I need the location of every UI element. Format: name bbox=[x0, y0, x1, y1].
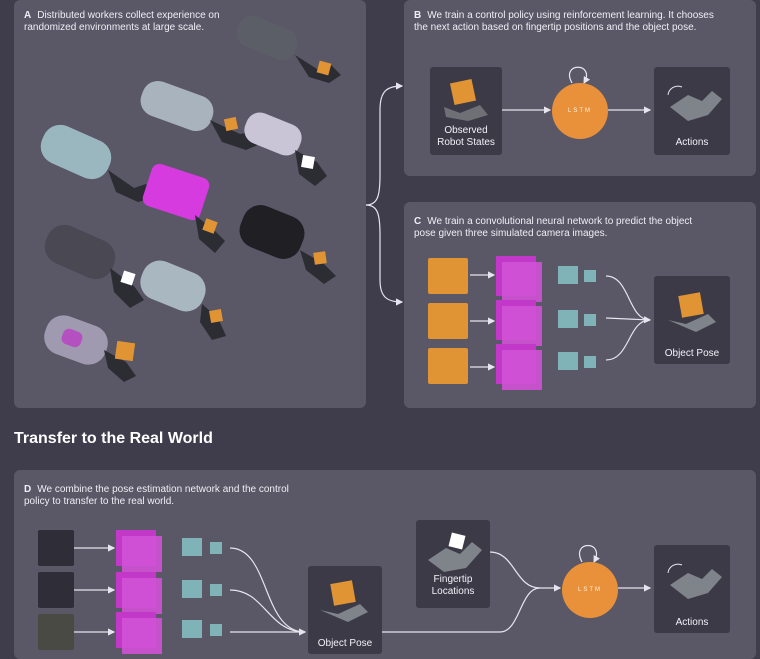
b-lstm-loop bbox=[569, 66, 591, 85]
robot-hand-icon bbox=[236, 15, 341, 83]
d-object-pose-node: Object Pose bbox=[308, 566, 382, 654]
panel-a-description: Distributed workers collect experience o… bbox=[24, 10, 220, 33]
d-fingertip-to-lstm bbox=[489, 551, 541, 589]
panel-d-description: We combine the pose estimation network a… bbox=[24, 484, 289, 507]
robot-hand-icon bbox=[239, 205, 336, 284]
cube-icon bbox=[444, 78, 488, 121]
robot-hand-icon bbox=[40, 124, 154, 202]
section-title: Transfer to the Real World bbox=[14, 430, 213, 447]
c-cnn-stack-3 bbox=[496, 344, 596, 390]
d-cnn-stack-2 bbox=[116, 572, 222, 614]
d-camera-image-3 bbox=[38, 614, 74, 650]
cube-icon bbox=[668, 292, 716, 332]
panel-b-letter: B bbox=[414, 10, 422, 21]
d-camera-image-1 bbox=[38, 530, 74, 566]
cube-icon bbox=[320, 580, 368, 622]
panel-d-text: D We combine the pose estimation network … bbox=[24, 484, 304, 508]
c-object-pose-node: Object Pose bbox=[654, 276, 730, 364]
d-fingertip-caption: Fingertip Locations bbox=[431, 574, 475, 597]
d-cnn-stack-3 bbox=[116, 612, 222, 654]
c-object-pose-caption: Object Pose bbox=[664, 348, 720, 359]
panel-d-letter: D bbox=[24, 484, 32, 495]
robot-hand-icon bbox=[140, 260, 226, 340]
c-camera-image-2 bbox=[428, 303, 468, 339]
b-observed-states-node: Observed Robot States bbox=[430, 67, 502, 155]
panel-b-description: We train a control policy using reinforc… bbox=[414, 10, 714, 33]
c-camera-image-3 bbox=[428, 348, 468, 384]
robot-hand-icon bbox=[140, 80, 260, 150]
robot-hand-icon bbox=[142, 163, 225, 253]
d-merge-mid bbox=[229, 589, 306, 633]
c-merge-mid bbox=[605, 316, 652, 324]
robot-hand-icon bbox=[667, 563, 722, 599]
bracket-a-to-b bbox=[365, 82, 404, 206]
d-lstm-loop bbox=[579, 544, 601, 564]
robot-hand-icon bbox=[244, 112, 327, 186]
robot-hand-icon bbox=[667, 85, 722, 121]
bracket-a-to-c bbox=[365, 204, 404, 306]
c-camera-image-1 bbox=[428, 258, 468, 294]
d-fingertip-node: Fingertip Locations bbox=[416, 520, 490, 608]
c-cnn-stack-2 bbox=[496, 300, 596, 346]
robot-hand-icon bbox=[44, 224, 144, 308]
b-actions-node: Actions bbox=[654, 67, 730, 155]
panel-b-text: B We train a control policy using reinfor… bbox=[414, 10, 714, 34]
d-lstm-node: LSTM bbox=[562, 562, 618, 618]
c-cnn-stack-1 bbox=[496, 256, 596, 302]
b-lstm-node: LSTM bbox=[552, 83, 608, 139]
c-merge-bot bbox=[605, 319, 651, 361]
d-cnn-stack-1 bbox=[116, 530, 222, 572]
d-object-pose-caption: Object Pose bbox=[317, 638, 373, 649]
panel-c-text: C We train a convolutional neural network… bbox=[414, 216, 714, 240]
panel-a-letter: A bbox=[24, 10, 32, 21]
panel-c-letter: C bbox=[414, 216, 422, 227]
b-actions-caption: Actions bbox=[675, 137, 709, 148]
d-actions-node: Actions bbox=[654, 545, 730, 633]
robot-hand-icon bbox=[428, 532, 482, 572]
d-camera-image-2 bbox=[38, 572, 74, 608]
panel-c-description: We train a convolutional neural network … bbox=[414, 216, 693, 239]
d-merge-top bbox=[229, 547, 306, 633]
panel-a-text: A Distributed workers collect experience … bbox=[24, 10, 224, 34]
robot-hand-icon bbox=[44, 315, 136, 382]
d-actions-caption: Actions bbox=[675, 617, 709, 628]
b-observed-states-caption: Observed Robot States bbox=[437, 125, 495, 148]
